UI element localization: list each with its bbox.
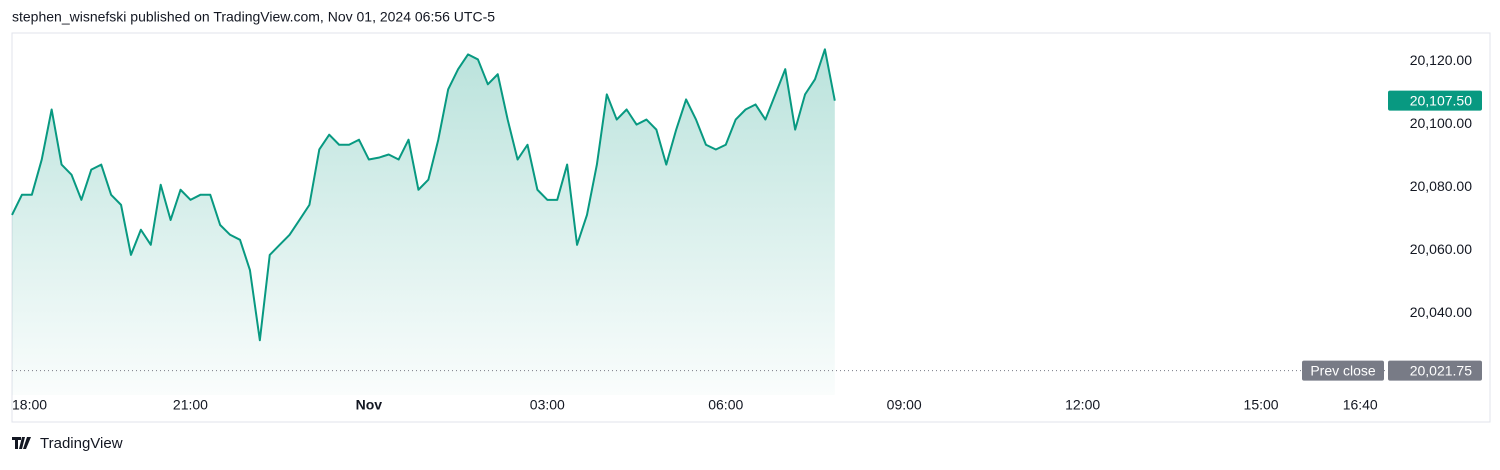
header-text: stephen_wisnefski published on TradingVi…	[12, 9, 495, 25]
x-tick-label: Nov	[356, 397, 383, 413]
x-tick-label: 09:00	[887, 397, 922, 413]
x-tick-label: 12:00	[1065, 397, 1100, 413]
y-tick-label: 20,060.00	[1410, 241, 1472, 257]
y-tick-label: 20,080.00	[1410, 178, 1472, 194]
brand: TradingView	[40, 435, 123, 452]
y-tick-label: 20,040.00	[1410, 304, 1472, 320]
prev-close-label: 20,021.75	[1410, 362, 1472, 378]
area-fill	[12, 49, 835, 396]
prev-close-name: Prev close	[1310, 362, 1376, 378]
x-tick-label: 15:00	[1244, 397, 1279, 413]
x-tick-label: 16:40	[1343, 397, 1378, 413]
prev-close-box	[1388, 360, 1482, 381]
y-tick-label: 20,120.00	[1410, 52, 1472, 68]
prev-close-name-box	[1302, 360, 1384, 381]
last-price-label: 20,107.50	[1410, 92, 1472, 108]
y-tick-label: 20,100.00	[1410, 115, 1472, 131]
x-tick-label: 03:00	[530, 397, 565, 413]
x-tick-label: 06:00	[708, 397, 743, 413]
logo	[12, 437, 31, 449]
last-price-box	[1388, 90, 1482, 111]
price-line	[11, 48, 836, 342]
x-tick-label: 18:00	[12, 397, 47, 413]
x-tick-label: 21:00	[173, 397, 208, 413]
